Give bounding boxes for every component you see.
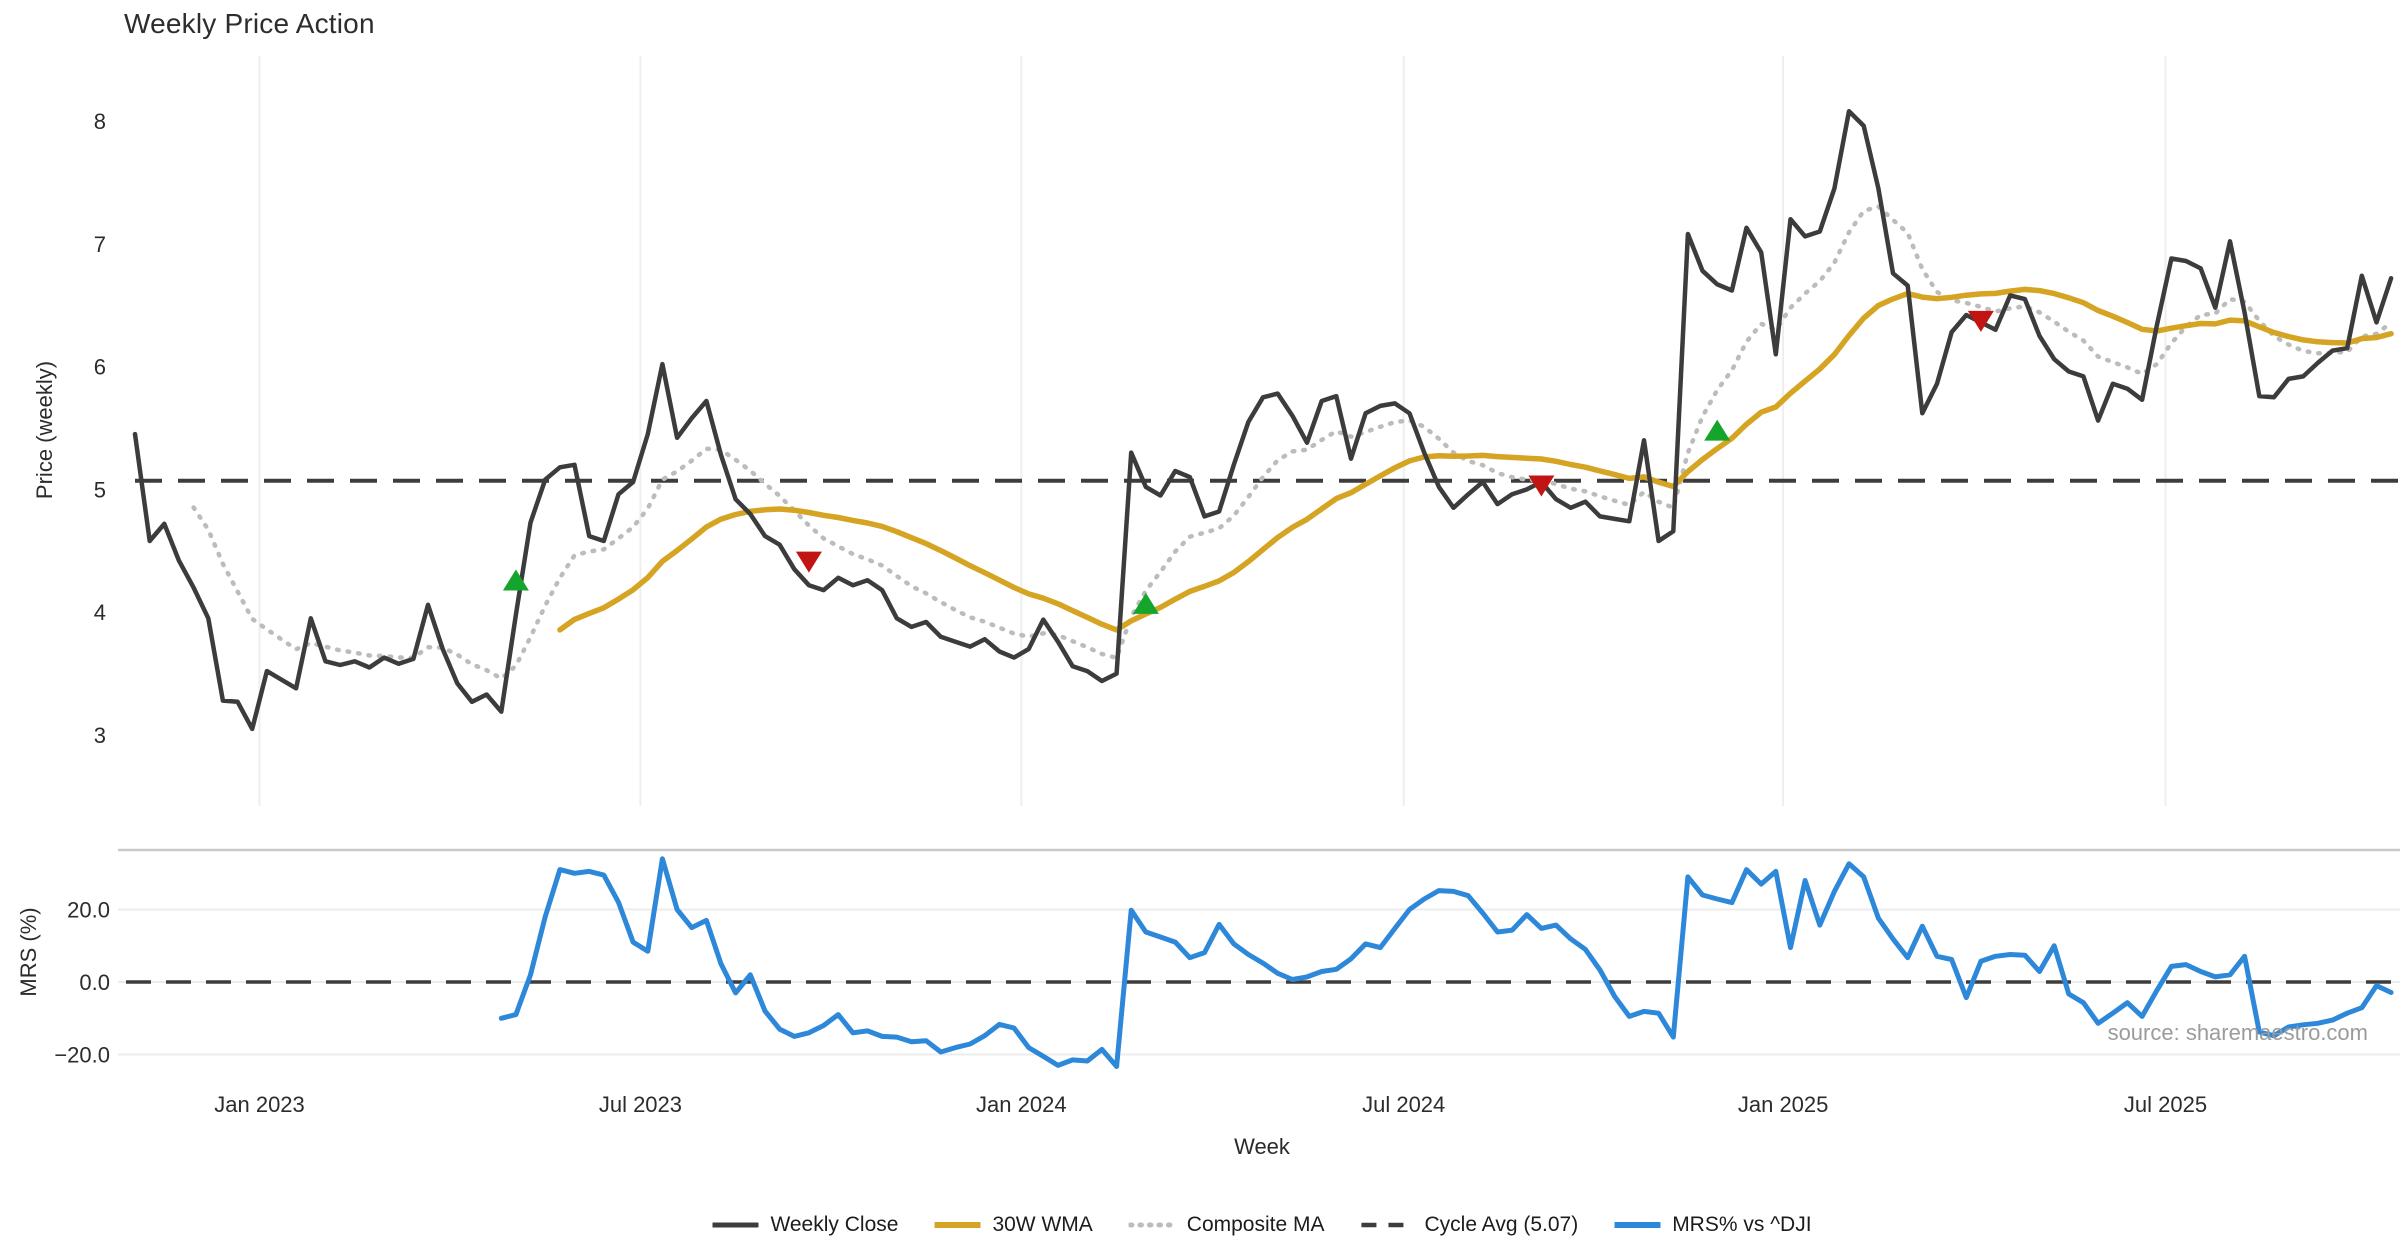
sell-signal-triangle-down-icon bbox=[795, 551, 822, 573]
mrs-ytick-label: −20.0 bbox=[54, 1043, 110, 1068]
composite-ma-line bbox=[191, 204, 2394, 681]
buy-signal-triangle-up-icon bbox=[1132, 592, 1159, 614]
mrs-line bbox=[498, 856, 2394, 1069]
wma-30w-line bbox=[557, 286, 2394, 633]
price-ytick-label: 3 bbox=[94, 723, 106, 748]
legend-label: Weekly Close bbox=[770, 1213, 899, 1236]
mrs-line-swatch-icon bbox=[1614, 1222, 1661, 1228]
weekly-close-line bbox=[132, 108, 2394, 732]
legend-label: 30W WMA bbox=[992, 1213, 1093, 1236]
signal-markers bbox=[502, 310, 1994, 614]
buy-signal-triangle-up-icon bbox=[1704, 419, 1731, 441]
price-ytick-label: 6 bbox=[94, 355, 106, 380]
mrs-ytick-label: 20.0 bbox=[67, 898, 110, 923]
page-title: Weekly Price Action bbox=[124, 8, 375, 39]
legend-item-mrs: MRS% vs ^DJI bbox=[1614, 1213, 1812, 1237]
xtick-label: Jan 2025 bbox=[1738, 1092, 1829, 1117]
gridlines bbox=[118, 56, 2400, 1056]
sell-signal-triangle-down-icon bbox=[1528, 475, 1555, 497]
xtick-label: Jan 2023 bbox=[214, 1092, 305, 1117]
legend-item-composite-ma: Composite MA bbox=[1128, 1213, 1325, 1237]
composite-ma-dotted-swatch-icon bbox=[1128, 1222, 1175, 1228]
price-ytick-label: 7 bbox=[94, 232, 106, 257]
legend: Weekly Close 30W WMA Composite MA Cycle … bbox=[712, 1213, 1812, 1237]
xtick-label: Jan 2024 bbox=[976, 1092, 1067, 1117]
reference-lines bbox=[126, 478, 2400, 984]
legend-item-cycle-avg: Cycle Avg (5.07) bbox=[1361, 1213, 1579, 1237]
source-attribution: source: sharemaestro.com bbox=[2108, 1020, 2368, 1045]
mrs-ytick-label: 0.0 bbox=[79, 970, 110, 995]
xtick-label: Jul 2023 bbox=[599, 1092, 682, 1117]
price-ytick-label: 8 bbox=[94, 109, 106, 134]
x-axis-label: Week bbox=[1234, 1134, 1290, 1159]
legend-label: Composite MA bbox=[1186, 1213, 1325, 1236]
legend-item-30w-wma: 30W WMA bbox=[934, 1213, 1093, 1237]
legend-item-weekly-close: Weekly Close bbox=[712, 1213, 898, 1237]
xtick-label: Jul 2024 bbox=[1362, 1092, 1445, 1117]
xtick-label: Jul 2025 bbox=[2124, 1092, 2207, 1117]
weekly-close-line-swatch-icon bbox=[712, 1222, 759, 1228]
buy-signal-triangle-up-icon bbox=[502, 569, 529, 591]
cycle-avg-dashed-swatch-icon bbox=[1361, 1222, 1412, 1228]
legend-label: Cycle Avg (5.07) bbox=[1424, 1213, 1579, 1236]
price-y-axis-label: Price (weekly) bbox=[32, 361, 57, 499]
price-ytick-label: 4 bbox=[94, 600, 106, 625]
legend-label: MRS% vs ^DJI bbox=[1672, 1213, 1812, 1236]
wma-line-swatch-icon bbox=[934, 1222, 981, 1228]
mrs-y-axis-label: MRS (%) bbox=[16, 907, 41, 996]
sell-signal-triangle-down-icon bbox=[1967, 310, 1994, 332]
axis-titles: Price (weekly) MRS (%) source: sharemaestr… bbox=[16, 361, 2368, 1045]
data-series bbox=[132, 108, 2394, 1069]
price-ytick-label: 5 bbox=[94, 477, 106, 502]
axis-tick-labels: 8 7 6 5 4 3 20.0 0.0 −20.0 Jan 2023 Jul 2023 Jan 20… bbox=[54, 109, 2207, 1117]
